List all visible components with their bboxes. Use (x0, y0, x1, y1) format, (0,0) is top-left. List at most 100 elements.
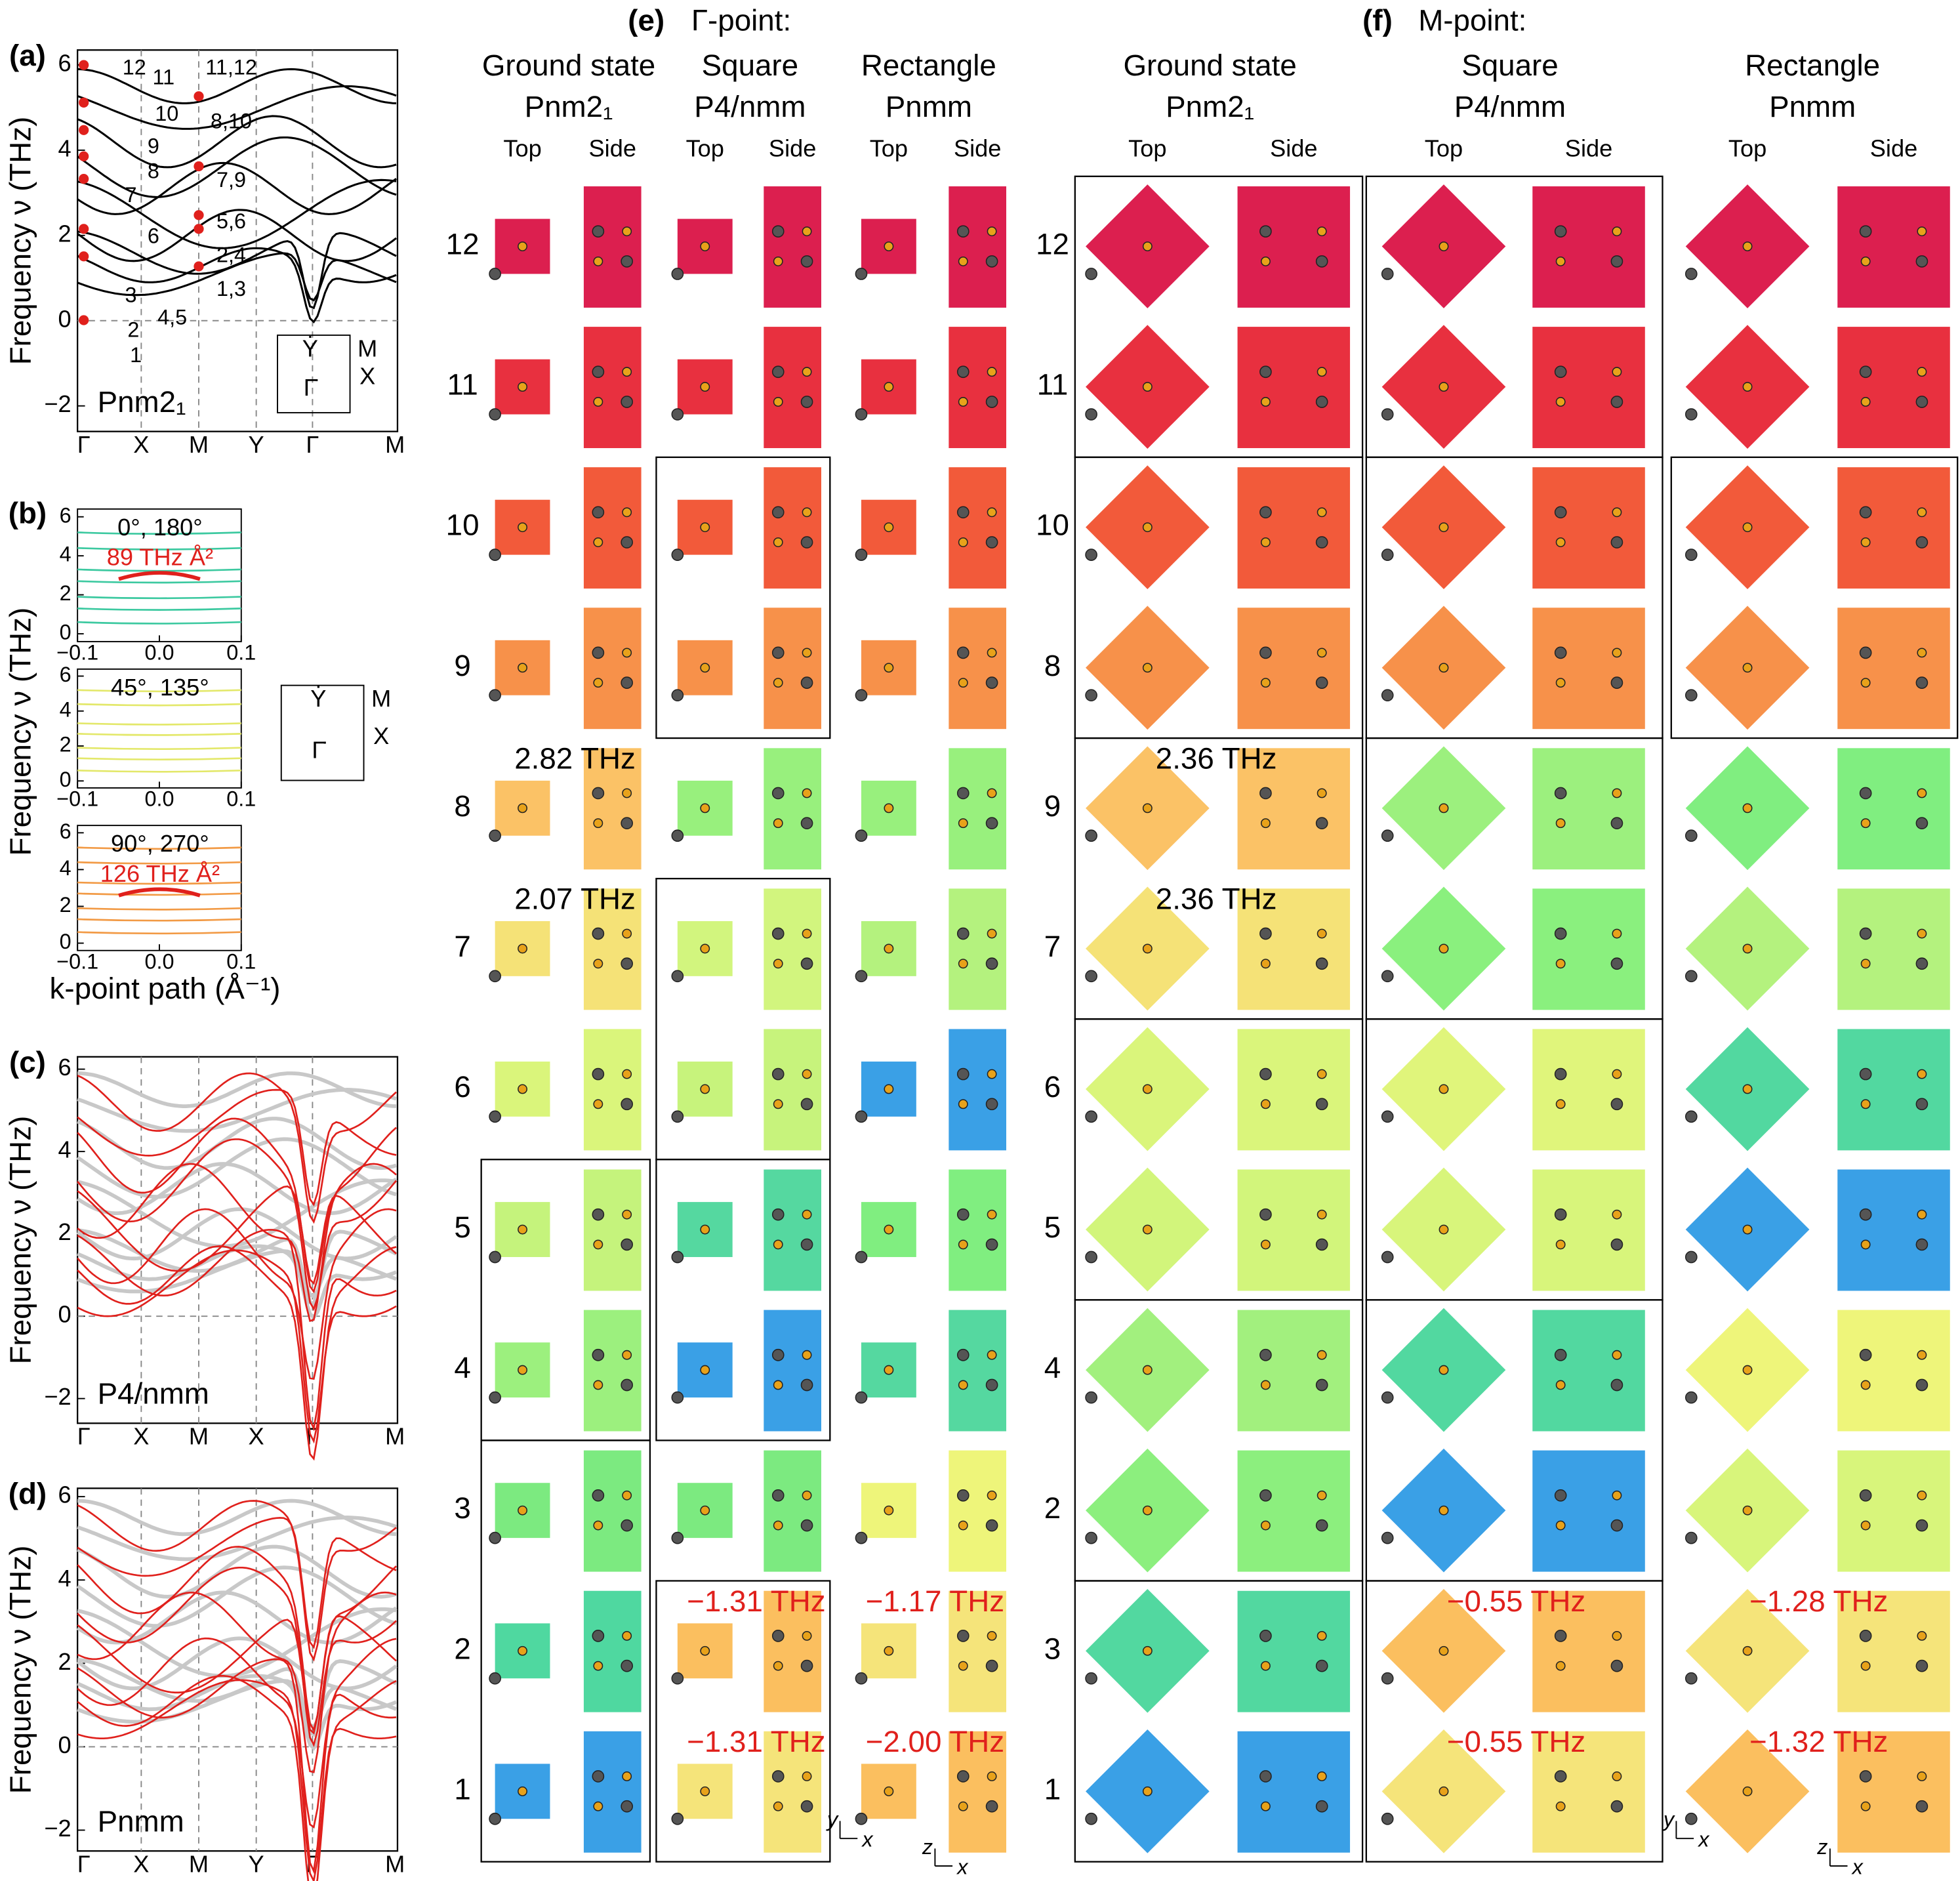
atom (1317, 1771, 1327, 1781)
atom (592, 646, 605, 659)
atom (671, 1672, 684, 1685)
frequency-note: 2.82 THz (514, 741, 636, 775)
atom (1917, 1209, 1927, 1220)
mode-label: 8,10 (211, 109, 252, 133)
band-curve (77, 747, 241, 751)
atom (1612, 226, 1622, 237)
atom (985, 1098, 998, 1111)
atom (1610, 536, 1623, 548)
atom (985, 957, 998, 970)
atom (1610, 1378, 1623, 1392)
atom (700, 803, 710, 814)
atom (987, 1630, 997, 1641)
band-curve (77, 1500, 397, 1662)
atom (1317, 788, 1327, 798)
atom (1612, 1069, 1622, 1079)
atom (622, 367, 632, 377)
atom (1142, 522, 1153, 533)
band-curve (77, 1566, 397, 1748)
atom (1259, 1770, 1272, 1783)
mode-number: 11 (1037, 368, 1068, 402)
atom (1860, 256, 1871, 266)
x-tick-label: Γ (77, 1851, 91, 1878)
column-group: P4/nmm (694, 90, 806, 123)
atom (1315, 255, 1328, 268)
view-label: Top (1425, 134, 1463, 161)
atom (1439, 241, 1449, 251)
side-view (949, 888, 1007, 1010)
atom (1554, 787, 1567, 800)
atom (1261, 397, 1271, 407)
atom (800, 957, 813, 970)
bz-label: M (371, 685, 391, 712)
atom (621, 1519, 634, 1532)
side-view (1532, 608, 1645, 730)
mode-label: 1,3 (216, 277, 246, 300)
atom (884, 241, 894, 251)
x-tick-label: −0.1 (56, 787, 98, 811)
atom (593, 397, 603, 407)
atom (1555, 1520, 1566, 1531)
atom (855, 829, 868, 842)
atom (1917, 648, 1927, 658)
atom (1315, 1519, 1328, 1532)
mode-number: 2 (1044, 1491, 1061, 1525)
plot-frame (77, 1056, 399, 1424)
side-view (1532, 748, 1645, 870)
side-view (1837, 888, 1950, 1010)
mode-dot (194, 224, 204, 234)
atom (671, 1110, 684, 1123)
atom (987, 1069, 997, 1079)
atom (1555, 537, 1566, 547)
band-curve (77, 1679, 397, 1881)
atom (802, 507, 812, 518)
atom (621, 396, 634, 408)
atom (1381, 408, 1394, 421)
mode-number: 2 (454, 1632, 470, 1665)
atom (773, 1801, 783, 1811)
atom (800, 536, 813, 548)
y-tick-label: 4 (60, 543, 71, 566)
side-view (949, 327, 1007, 449)
atom (518, 1084, 527, 1094)
atom (958, 1801, 968, 1811)
atom (1859, 365, 1872, 379)
mode-number: 1 (1044, 1772, 1061, 1806)
mode-number: 1 (454, 1772, 470, 1806)
y-tick-label: 6 (60, 663, 71, 686)
atom (671, 1251, 684, 1264)
atom (1917, 226, 1927, 237)
atom (671, 408, 684, 421)
atom (1612, 1209, 1622, 1220)
side-view (583, 1590, 642, 1712)
atom (1684, 548, 1698, 561)
frequency-note: −1.32 THz (1749, 1725, 1888, 1758)
atom (1859, 1630, 1872, 1642)
view-label: Top (1728, 134, 1766, 161)
atom (671, 829, 684, 842)
atom (1915, 1098, 1929, 1111)
atom (1085, 1251, 1097, 1264)
atom (800, 1519, 813, 1532)
atom (1381, 1110, 1394, 1123)
atom (700, 943, 710, 954)
y-tick-label: 4 (60, 856, 71, 880)
band-curve (77, 892, 241, 896)
y-tick-label: 4 (58, 1136, 71, 1163)
side-view (764, 1029, 821, 1151)
atom (958, 1661, 968, 1671)
atom (1610, 676, 1623, 689)
y-tick-label: −2 (44, 1383, 71, 1410)
atom (956, 1770, 970, 1783)
atom (958, 397, 968, 407)
x-tick-label: Γ (306, 431, 319, 458)
axis-letter: z (1816, 1835, 1827, 1859)
mode-label: 8 (148, 159, 159, 183)
atom (773, 678, 783, 688)
atom (1684, 1812, 1698, 1825)
group-box (1365, 1580, 1664, 1863)
atom (1917, 1350, 1927, 1360)
atom (1261, 959, 1271, 969)
side-view (764, 1590, 821, 1712)
y-axis-label: Frequency ν (THz) (3, 1545, 37, 1794)
